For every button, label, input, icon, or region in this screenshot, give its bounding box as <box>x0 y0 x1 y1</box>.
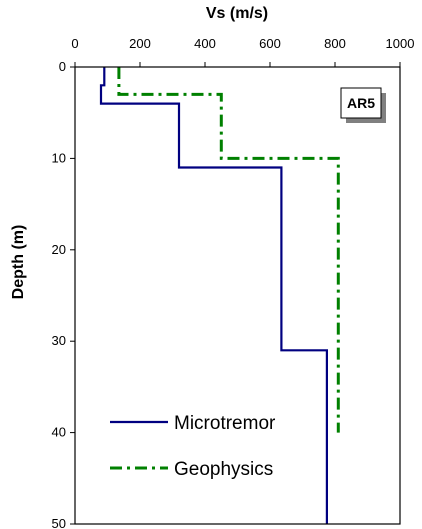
x-axis-title: Vs (m/s) <box>206 5 268 22</box>
legend: Microtremor Geophysics <box>110 413 276 480</box>
x-tick-label-200: 200 <box>129 36 151 51</box>
x-tick-label-400: 400 <box>194 36 216 51</box>
annotation-label: AR5 <box>347 95 375 111</box>
plot-frame <box>74 66 401 525</box>
series-line-microtremor <box>99 67 328 524</box>
y-tick-label-10: 10 <box>52 150 66 165</box>
y-tick-label-0: 0 <box>59 59 66 74</box>
y-tick-label-20: 20 <box>52 242 66 257</box>
x-tick-label-800: 800 <box>324 36 346 51</box>
y-axis-ticks: 0 10 20 30 40 50 <box>52 59 75 529</box>
legend-label-microtremor: Microtremor <box>174 413 276 434</box>
x-tick-label-1000: 1000 <box>386 36 415 51</box>
series-line-geophysics <box>117 67 340 433</box>
y-tick-label-30: 30 <box>52 333 66 348</box>
annotation-box: AR5 <box>340 87 386 123</box>
y-tick-label-40: 40 <box>52 425 66 440</box>
y-tick-label-50: 50 <box>52 516 66 529</box>
series-layer <box>99 67 340 524</box>
annotation-frame <box>340 87 382 119</box>
legend-label-geophysics: Geophysics <box>174 459 273 480</box>
x-tick-label-0: 0 <box>71 36 78 51</box>
x-axis-ticks: 0 200 400 600 800 1000 <box>71 36 414 67</box>
x-tick-label-600: 600 <box>259 36 281 51</box>
y-axis-title: Depth (m) <box>10 225 27 300</box>
